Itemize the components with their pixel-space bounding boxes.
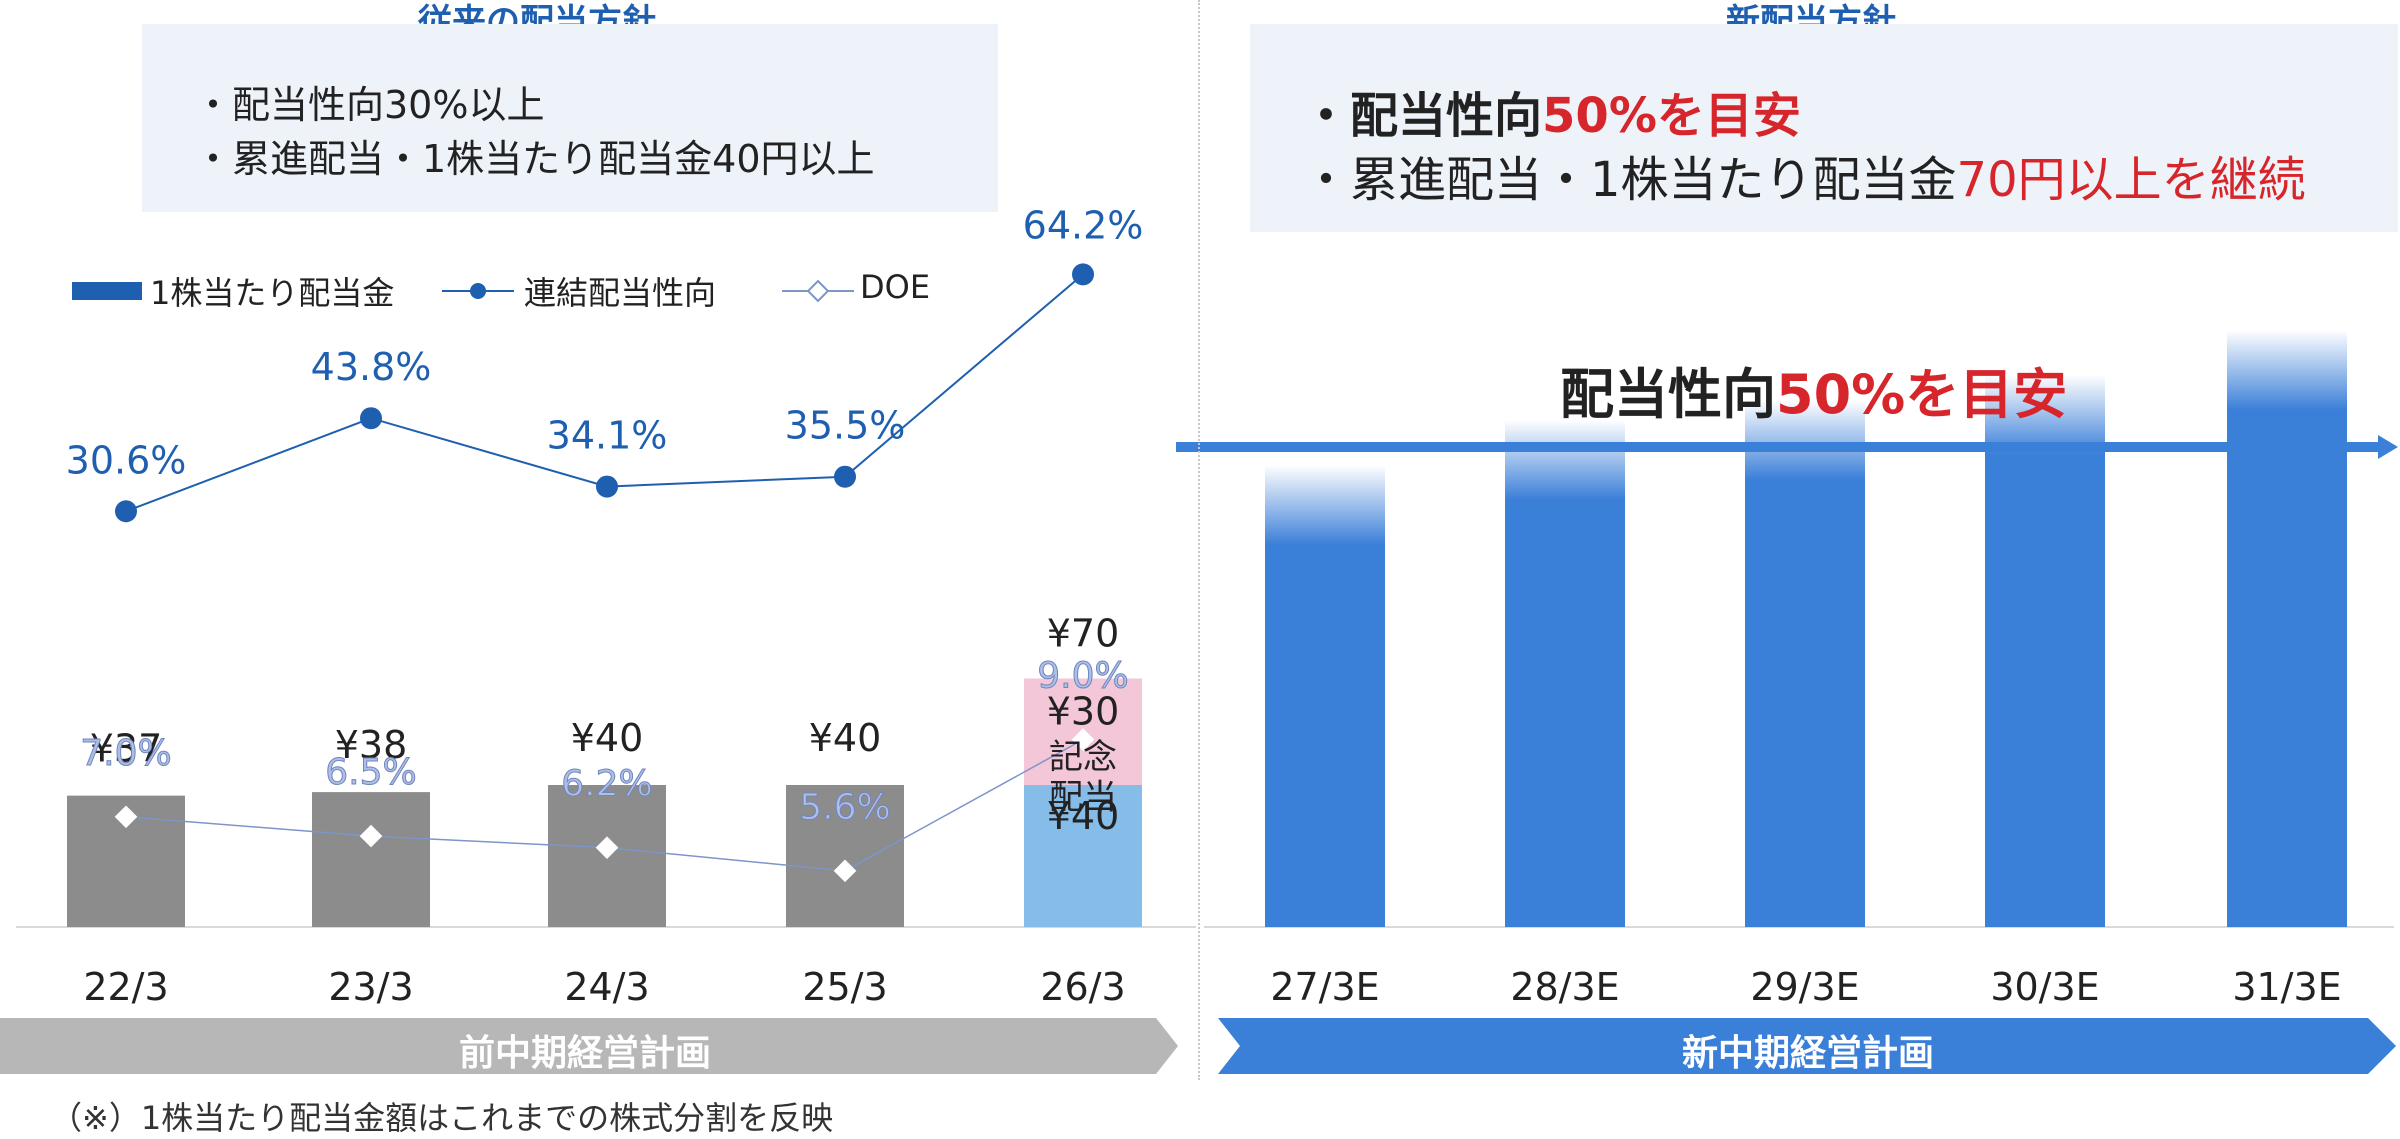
forecast-bar-fade-29/3E — [1745, 400, 1865, 480]
target-label: 配当性向50%を目安 — [1560, 350, 2067, 429]
payout-line — [125, 273, 1084, 513]
payout-point-24/3 — [596, 475, 618, 498]
bar-dividend-25/3 — [786, 785, 904, 927]
x-tick-22/3: 22/3 — [83, 965, 168, 1009]
doe-point-25/3 — [833, 859, 857, 883]
commemorative-value-label: ¥30 — [1047, 690, 1120, 734]
legend-payout-swatch — [442, 283, 514, 299]
right-policy-line-2-prefix: ・累進配当・1株当たり配当金 — [1302, 152, 1957, 208]
right-policy-line-1-highlight: 50%を目安 — [1542, 88, 1801, 144]
forecast-bar-28/3E — [1505, 420, 1625, 927]
payout-point-22/3 — [115, 500, 137, 523]
legend-doe-label: DOE — [860, 268, 931, 306]
x-tick-24/3: 24/3 — [564, 965, 649, 1009]
right-policy-box: ・配当性向50%を目安 ・累進配当・1株当たり配当金70円以上を継続 — [1250, 24, 2398, 232]
forecast-bar-fade-31/3E — [2227, 330, 2347, 410]
x-tick-31/3E: 31/3E — [2232, 965, 2341, 1009]
x-tick-29/3E: 29/3E — [1750, 965, 1859, 1009]
bar-label-22/3: ¥37 — [90, 727, 163, 771]
payout-label-26/3: 64.2% — [1023, 203, 1144, 247]
bar-label-25/3: ¥40 — [809, 716, 882, 760]
x-tick-30/3E: 30/3E — [1990, 965, 2099, 1009]
bar-label-26/3: ¥40 — [1047, 794, 1120, 838]
target-label-prefix: 配当性向 — [1560, 363, 1776, 426]
payout-point-26/3 — [1072, 263, 1094, 286]
payout-label-24/3: 34.1% — [547, 414, 668, 458]
right-policy-line-2-highlight: 70円以上を継続 — [1956, 152, 2306, 208]
doe-point-24/3 — [595, 836, 619, 859]
section-divider — [1198, 0, 1200, 1080]
legend-bar-swatch — [72, 282, 142, 300]
x-tick-27/3E: 27/3E — [1270, 965, 1379, 1009]
right-policy-line-1-prefix: ・配当性向 — [1302, 88, 1543, 144]
ribbon-new-plan-label: 新中期経営計画 — [1681, 1033, 1934, 1074]
payout-label-25/3: 35.5% — [785, 404, 906, 448]
commemorative-note-line-2: 配当 — [1049, 778, 1117, 818]
legend-dividend-label: 1株当たり配当金 — [150, 274, 395, 312]
legend-payout-label: 連結配当性向 — [524, 274, 717, 312]
doe-point-23/3 — [359, 824, 383, 848]
forecast-bar-fade-27/3E — [1265, 465, 1385, 545]
ribbon-previous-plan — [0, 1018, 1178, 1074]
footnote: （※）1株当たり配当金額はこれまでの株式分割を反映 — [50, 1099, 834, 1137]
forecast-bar-fade-30/3E — [1985, 375, 2105, 455]
right-policy-line-2: ・累進配当・1株当たり配当金70円以上を継続 — [1302, 140, 2306, 210]
left-policy-box: ・配当性向30%以上 ・累進配当・1株当たり配当金40円以上 — [142, 24, 998, 212]
forecast-bar-31/3E — [2227, 330, 2347, 927]
ribbon-new-plan — [1218, 1018, 2396, 1074]
doe-label-24/3: 6.2% — [561, 764, 652, 805]
right-policy-line-1: ・配当性向50%を目安 — [1302, 76, 1801, 146]
bar-dividend-23/3 — [312, 792, 430, 927]
legend-doe-swatch — [782, 279, 854, 303]
x-tick-28/3E: 28/3E — [1510, 965, 1619, 1009]
doe-label-25/3: 5.6% — [799, 787, 890, 828]
forecast-bar-29/3E — [1745, 400, 1865, 927]
doe-label-26/3: 9.0% — [1037, 656, 1128, 697]
x-tick-25/3: 25/3 — [802, 965, 887, 1009]
left-policy-line-2: ・累進配当・1株当たり配当金40円以上 — [194, 137, 875, 181]
commemorative-note-line-1: 記念 — [1049, 738, 1117, 778]
total-label-26: ¥70 — [1047, 612, 1120, 656]
target-label-highlight: 50%を目安 — [1776, 363, 2068, 426]
payout-point-25/3 — [834, 465, 856, 488]
doe-label-23/3: 6.5% — [325, 752, 416, 793]
left-policy-line-1: ・配当性向30%以上 — [194, 83, 545, 127]
bar-label-24/3: ¥40 — [571, 716, 644, 760]
bar-dividend-26/3 — [1024, 785, 1142, 927]
payout-point-23/3 — [360, 407, 382, 430]
x-tick-26/3: 26/3 — [1040, 965, 1125, 1009]
payout-label-22/3: 30.6% — [66, 438, 187, 482]
x-tick-23/3: 23/3 — [328, 965, 413, 1009]
forecast-bar-30/3E — [1985, 375, 2105, 927]
doe-label-22/3: 7.0% — [80, 733, 171, 774]
payout-label-23/3: 43.8% — [311, 345, 432, 389]
ribbon-previous-plan-label: 前中期経営計画 — [458, 1033, 711, 1074]
forecast-bar-fade-28/3E — [1505, 420, 1625, 500]
bar-label-23/3: ¥38 — [335, 723, 408, 767]
doe-point-26/3 — [1071, 728, 1095, 751]
target-arrow-head — [2378, 435, 2398, 459]
